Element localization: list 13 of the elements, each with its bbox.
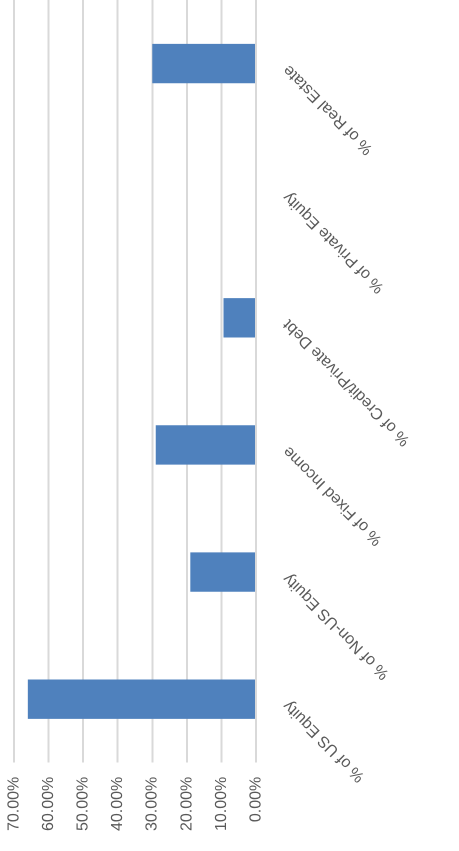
x-tick-label: 50.00% <box>74 776 92 831</box>
bar <box>152 44 255 84</box>
x-tick-label: 40.00% <box>109 776 126 831</box>
x-tick-label: 20.00% <box>178 776 196 831</box>
bar <box>28 679 255 719</box>
bar <box>156 425 255 465</box>
x-tick-label: 60.00% <box>40 776 57 831</box>
x-tick-label: 0.00% <box>247 776 264 822</box>
x-tick-label: 70.00% <box>5 776 22 831</box>
bar <box>224 298 255 338</box>
x-tick-label: 30.00% <box>144 776 161 831</box>
bar <box>190 552 255 592</box>
x-tick-label: 10.00% <box>212 776 230 831</box>
